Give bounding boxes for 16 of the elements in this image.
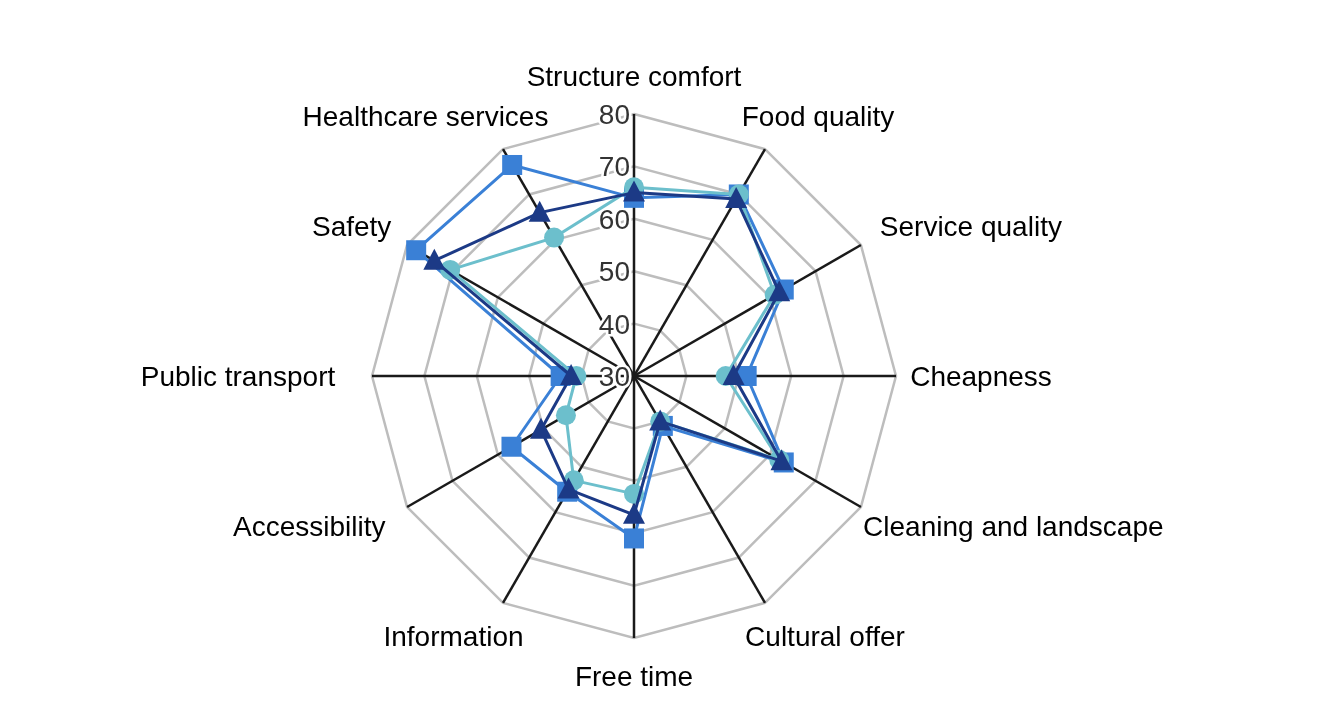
y-tick-label: 80 bbox=[598, 99, 630, 130]
spoke-label: Cheapness bbox=[910, 361, 1052, 392]
spoke-label: Accessibility bbox=[233, 511, 386, 542]
spoke-label: Service quality bbox=[879, 211, 1062, 242]
spoke-label: Free time bbox=[574, 661, 694, 692]
spoke-label: Safety bbox=[311, 211, 392, 242]
spoke-label: Public transport bbox=[140, 361, 336, 392]
y-tick-label: 60 bbox=[598, 203, 630, 235]
spoke-label: Cultural offer bbox=[745, 620, 905, 652]
spoke-label: Healthcare services bbox=[302, 101, 549, 133]
spoke-label: Cleaning and landscape bbox=[863, 511, 1164, 542]
y-tick-label: 50 bbox=[598, 256, 630, 288]
spoke-label: Information bbox=[383, 620, 524, 652]
y-tick-label: 70 bbox=[598, 151, 630, 183]
spoke-label: Food quality bbox=[741, 101, 895, 133]
spoke-label: Structure comfort bbox=[526, 61, 742, 92]
